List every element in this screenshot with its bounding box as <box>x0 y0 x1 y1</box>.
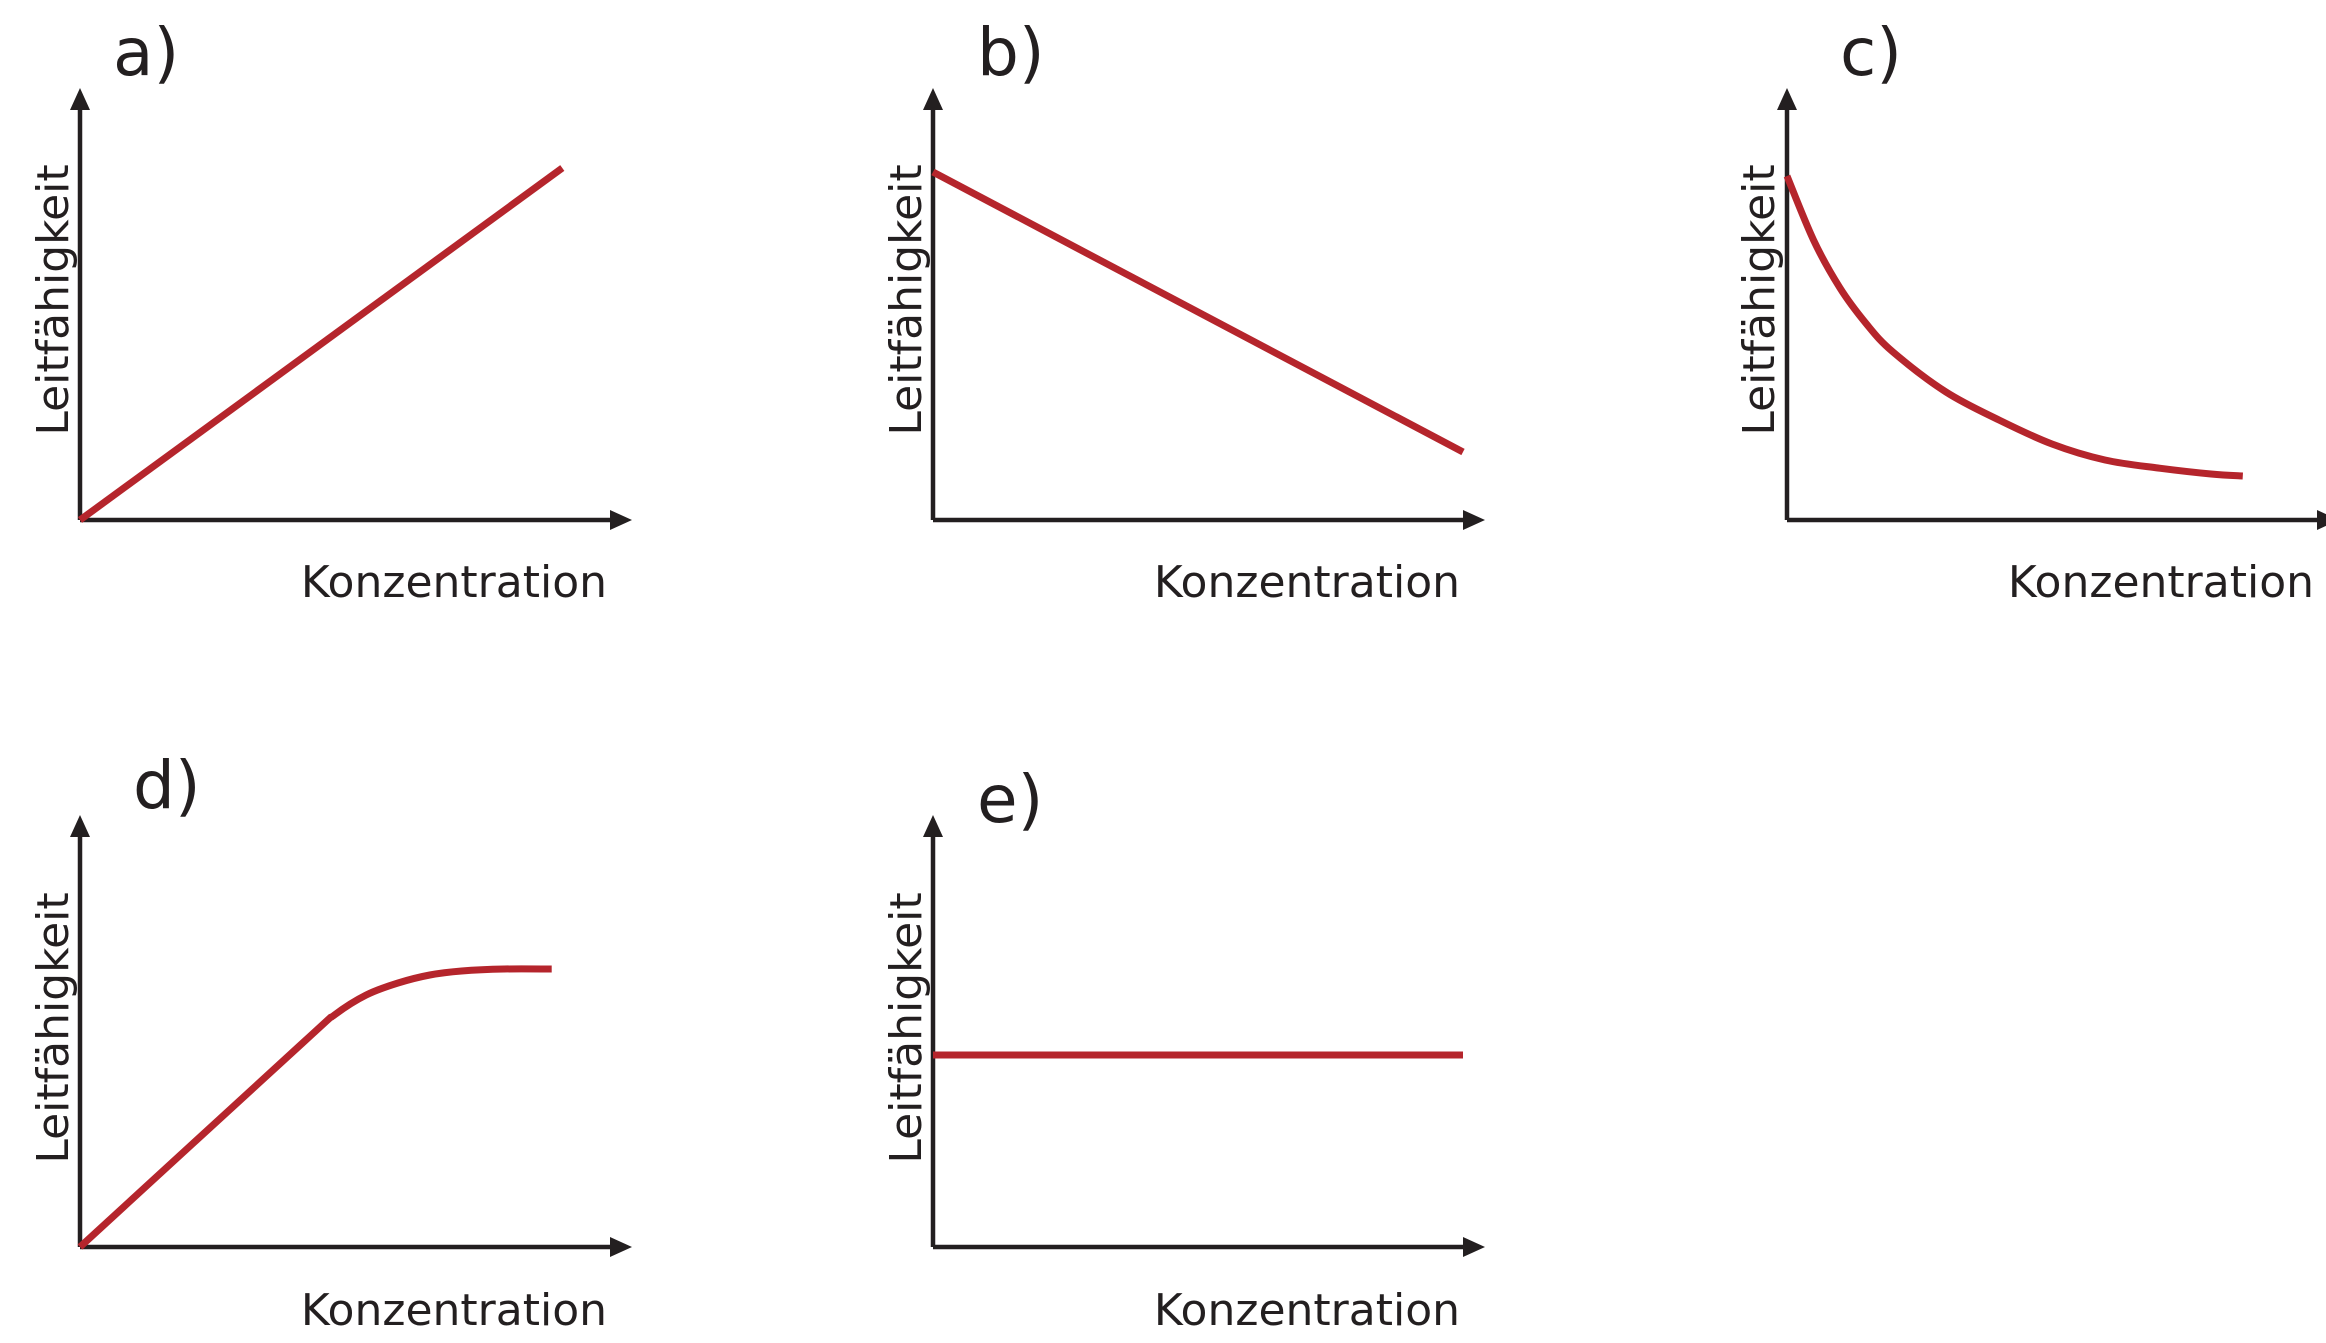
y-axis-arrow-icon-5 <box>923 815 943 837</box>
panel-label-5: e) <box>977 761 1043 838</box>
x-axis-label-2: Konzentration <box>1154 557 1460 608</box>
y-axis-arrow-icon-3 <box>1777 88 1797 110</box>
series-line-3-1 <box>1783 174 2243 480</box>
panel-label-3: c) <box>1840 14 1902 91</box>
series-line-1-1 <box>77 165 565 523</box>
y-axis-label-1: Leitfähigkeit <box>28 164 79 435</box>
chart-panel-1: a) Konzentration Leitfähigkeit <box>28 14 632 608</box>
y-axis-arrow-icon-4 <box>70 815 90 837</box>
y-axis-label-5: Leitfähigkeit <box>881 892 932 1163</box>
panel-label-4: d) <box>133 747 201 824</box>
y-axis-arrow-icon-2 <box>923 88 943 110</box>
y-axis-label-2: Leitfähigkeit <box>881 164 932 435</box>
x-axis-arrow-icon-5 <box>1463 1237 1485 1257</box>
series-line-4-1 <box>77 965 552 1250</box>
series-line-2-1 <box>931 168 1465 456</box>
x-axis-label-5: Konzentration <box>1154 1285 1460 1336</box>
x-axis-label-3: Konzentration <box>2008 557 2314 608</box>
chart-panel-5: e) Konzentration Leitfähigkeit <box>881 761 1485 1336</box>
x-axis-label-4: Konzentration <box>301 1285 607 1336</box>
y-axis-label-4: Leitfähigkeit <box>28 892 79 1163</box>
x-axis-arrow-icon-1 <box>610 510 632 530</box>
x-axis-arrow-icon-2 <box>1463 510 1485 530</box>
panel-label-1: a) <box>113 14 179 91</box>
chart-panel-2: b) Konzentration Leitfähigkeit <box>881 14 1485 608</box>
y-axis-arrow-icon-1 <box>70 88 90 110</box>
chart-panel-4: d) Konzentration Leitfähigkeit <box>28 747 632 1336</box>
x-axis-label-1: Konzentration <box>301 557 607 608</box>
y-axis-label-3: Leitfähigkeit <box>1734 164 1785 435</box>
chart-panel-3: c) Konzentration Leitfähigkeit <box>1734 14 2326 608</box>
x-axis-arrow-icon-4 <box>610 1237 632 1257</box>
panel-label-2: b) <box>977 14 1045 91</box>
x-axis-arrow-icon-3 <box>2317 510 2326 530</box>
